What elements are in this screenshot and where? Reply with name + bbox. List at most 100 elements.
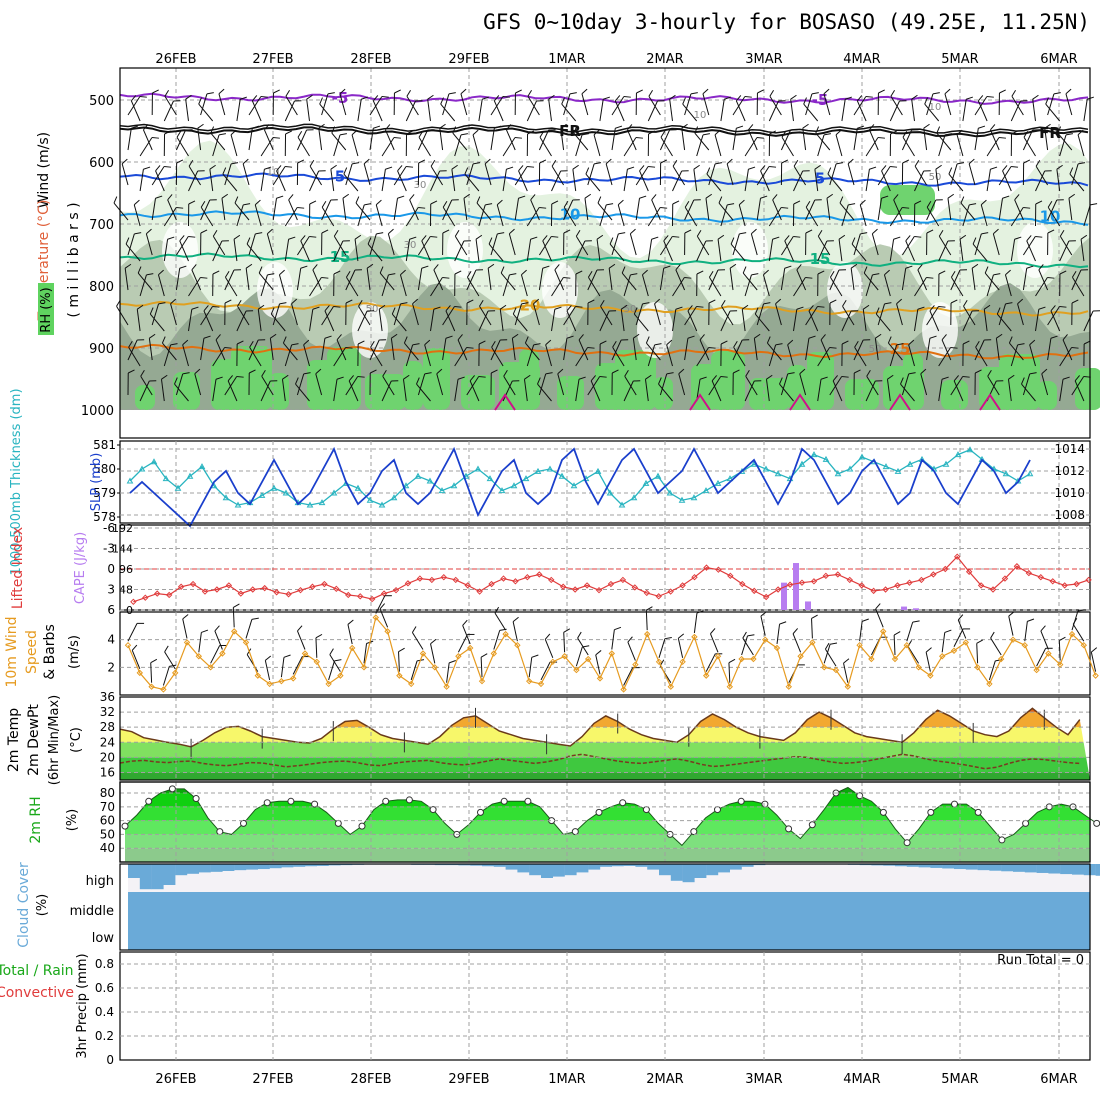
upper-wind-barb: [917, 269, 928, 291]
upper-wind-barb-flag: [466, 346, 474, 349]
upper-wind-barb-flag: [128, 369, 135, 374]
upper-wind-barb: [575, 379, 580, 402]
upper-wind-barb-flag: [321, 276, 329, 279]
upper-wind-barb: [309, 165, 323, 186]
rh-green-blob: [711, 351, 745, 410]
upper-wind-barb-flag: [242, 158, 249, 165]
upper-wind-barb-flag: [476, 196, 481, 204]
upper-wind-barb-flag: [902, 131, 908, 138]
upper-wind-barb: [983, 309, 988, 332]
upper-wind-barb-flag: [288, 194, 294, 201]
surface-wind-barb: [329, 654, 341, 672]
upper-wind-barb: [865, 169, 870, 192]
surface-wind-barb-flag: [614, 626, 622, 631]
upper-wind-barb-flag: [291, 298, 298, 305]
rh-gap: [352, 302, 388, 358]
upper-wind-barb-flag: [1014, 236, 1022, 240]
rh2m-unit-label: (%): [65, 809, 80, 832]
surface-wind-barb: [710, 633, 719, 653]
upper-wind-barb: [284, 344, 293, 367]
upper-wind-barb: [297, 136, 310, 157]
rh-marker: [477, 808, 484, 816]
upper-wind-barb-flag: [857, 125, 865, 129]
upper-wind-barb: [863, 272, 879, 291]
upper-wind-barb-flag: [497, 232, 505, 235]
rh-green-blob: [999, 354, 1040, 410]
upper-wind-barb-flag: [336, 334, 342, 341]
upper-wind-barb: [175, 129, 187, 151]
lifted-index-marker: [249, 586, 256, 593]
cloud-high-bar: [989, 864, 1002, 871]
upper-wind-barb-flag: [333, 305, 341, 308]
upper-wind-barb-flag: [727, 203, 735, 206]
rh-marker: [619, 799, 627, 807]
upper-wind-barb: [1002, 170, 1012, 192]
upper-wind-barb: [1083, 310, 1094, 332]
upper-wind-barb-flag: [203, 305, 209, 312]
lifted-index-marker: [1001, 575, 1009, 582]
upper-wind-barb-flag: [787, 339, 794, 346]
wind-speed-marker: [278, 677, 285, 685]
cloud-high-bar: [222, 864, 235, 871]
upper-wind-barb-flag: [990, 166, 998, 170]
upper-wind-barb: [896, 303, 903, 326]
upper-wind-barb-flag: [950, 299, 958, 304]
isotherm-FR: [119, 126, 1089, 138]
upper-wind-barb: [1022, 129, 1034, 151]
upper-wind-barb: [236, 310, 247, 332]
upper-wind-barb-flag: [702, 133, 710, 136]
upper-wind-barb-flag: [633, 333, 640, 339]
upper-wind-barb-flag: [693, 164, 700, 170]
rh-green-blob: [941, 380, 968, 410]
upper-wind-barb: [805, 93, 813, 116]
wind-speed-marker: [171, 669, 179, 677]
upper-wind-barb: [224, 276, 238, 297]
upper-wind-barb-flag: [944, 133, 952, 136]
upper-wind-barb-flag: [388, 273, 396, 276]
upper-wind-barb: [868, 129, 879, 151]
lifted-index-marker: [882, 586, 889, 593]
upper-wind-barb: [768, 207, 782, 227]
upper-wind-barb-flag: [545, 339, 552, 346]
surface-wind-barb: [411, 632, 424, 650]
lifted-index-marker: [810, 578, 818, 585]
upper-wind-barb: [145, 233, 153, 256]
upper-wind-barb: [288, 199, 298, 221]
upper-wind-barb-flag: [1035, 200, 1043, 205]
thickness-marker: [198, 463, 206, 470]
upper-wind-barb-flag: [769, 90, 775, 97]
upper-wind-barb-flag: [836, 162, 844, 165]
cloud-axis-label: Cloud Cover: [16, 862, 32, 948]
upper-wind-barb-flag: [887, 374, 894, 380]
wind-speed-marker: [549, 658, 557, 666]
upper-wind-barb: [902, 136, 915, 157]
upper-wind-barb: [687, 310, 698, 332]
rh-gap: [637, 302, 673, 358]
upper-wind-barb-flag: [445, 305, 451, 312]
upper-wind-barb-flag: [378, 304, 386, 310]
upper-wind-barb: [575, 134, 583, 157]
upper-wind-barb-flag: [660, 131, 666, 138]
surface-wind-barb: [480, 657, 483, 678]
upper-wind-barb: [1009, 342, 1024, 361]
upper-wind-barb-flag: [331, 126, 336, 134]
upper-wind-barb-flag: [990, 124, 996, 131]
upper-wind-barb-flag: [687, 305, 693, 312]
upper-wind-barb: [986, 169, 991, 192]
wind-axis-label: Wind (m/s): [36, 132, 52, 208]
upper-wind-barb: [503, 375, 516, 396]
surface-wind-barb-flag: [448, 660, 456, 664]
upper-wind-barb: [409, 199, 419, 221]
upper-wind-barb: [989, 129, 1000, 151]
upper-wind-barb: [151, 198, 156, 221]
surface-wind-barb-flag: [912, 620, 920, 623]
thickness-marker: [282, 489, 290, 496]
upper-wind-barb: [140, 375, 153, 396]
upper-wind-barb: [538, 268, 544, 291]
upper-wind-barb: [1047, 338, 1052, 361]
rh-band: [125, 806, 1090, 821]
upper-wind-barb-flag: [367, 237, 372, 245]
upper-wind-barb-flag: [188, 235, 196, 238]
upper-wind-barb-flag: [584, 193, 592, 199]
upper-wind-barb: [354, 239, 359, 262]
